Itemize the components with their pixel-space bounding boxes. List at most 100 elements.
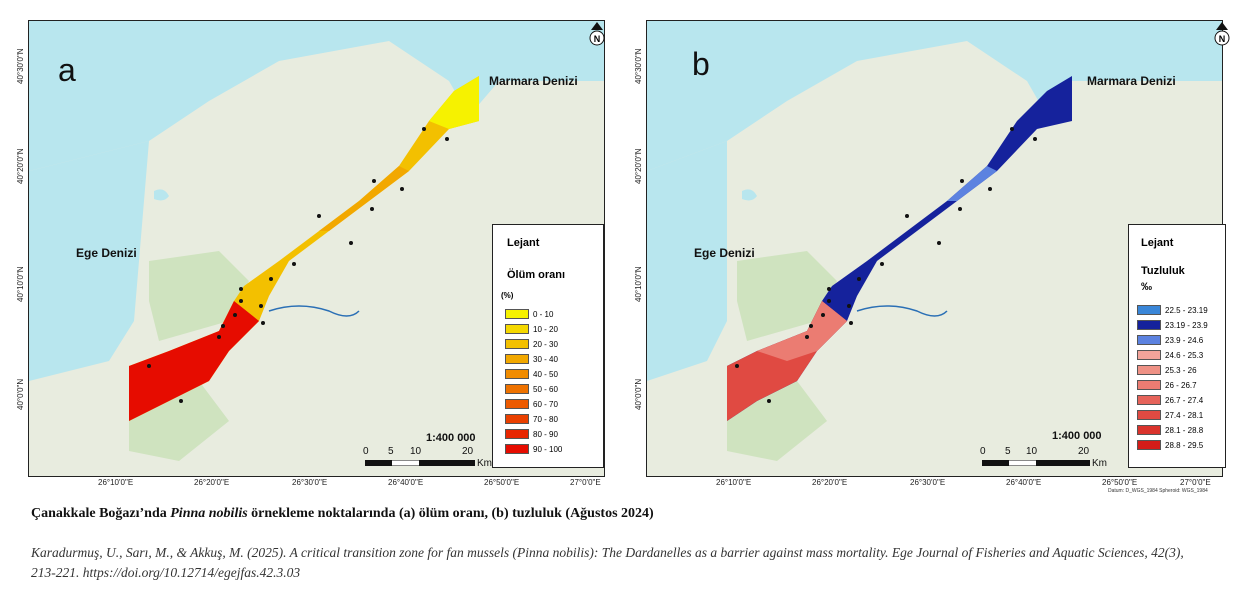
map-b-svg [647, 21, 1222, 461]
map-panel-a: a Marmara Denizi Ege Denizi N Lejant Ölü… [14, 14, 605, 492]
legend-item: 23.9 - 24.6 [1137, 335, 1203, 345]
sea-label-marmara-b: Marmara Denizi [1087, 74, 1176, 88]
caption-post: örnekleme noktalarında (a) ölüm oranı, (… [247, 506, 654, 521]
lon-label-3-b: 26°30'0"E [910, 478, 946, 487]
legend-swatch [1137, 410, 1161, 420]
scale-ratio-a: 1:400 000 [426, 432, 476, 444]
legend-b: Lejant Tuzluluk ‰ 22.5 - 23.19 23.19 - 23… [1128, 224, 1226, 468]
legend-swatch [1137, 395, 1161, 405]
lat-label-1-a: 40°30'0"N [16, 48, 25, 84]
lon-label-1-b: 26°10'0"E [716, 478, 752, 487]
legend-swatch [505, 414, 529, 424]
scale-tick-20-a: 20 [462, 446, 474, 457]
legend-swatch [505, 369, 529, 379]
scale-tick-10-b: 10 [1026, 446, 1038, 457]
saricay-river [856, 305, 948, 317]
scale-unit-a: Km [477, 458, 492, 469]
lon-label-5-b: 26°50'0"E [1102, 478, 1138, 487]
legend-swatch [505, 429, 529, 439]
legend-label: 60 - 70 [533, 399, 558, 409]
figure-caption: Çanakkale Boğazı’nda Pinna nobilis örnek… [31, 506, 654, 522]
strait-b-light [947, 166, 997, 201]
legend-swatch [505, 309, 529, 319]
legend-swatch [1137, 380, 1161, 390]
legend-swatch [505, 444, 529, 454]
scale-tick-5-a: 5 [388, 446, 394, 457]
legend-title-a: Lejant [507, 237, 540, 249]
legend-label: 26 - 26.7 [1165, 380, 1197, 390]
legend-item: 50 - 60 [505, 384, 558, 394]
legend-label: 30 - 40 [533, 354, 558, 364]
legend-swatch [1137, 335, 1161, 345]
legend-subtitle-b: Tuzluluk [1141, 265, 1185, 277]
caption-species: Pinna nobilis [170, 506, 248, 521]
legend-item: 70 - 80 [505, 414, 558, 424]
legend-swatch [505, 384, 529, 394]
lon-label-2-b: 26°20'0"E [812, 478, 848, 487]
lat-label-4-a: 40°0'0"N [16, 378, 25, 410]
legend-swatch [505, 354, 529, 364]
legend-item: 90 - 100 [505, 444, 562, 454]
map-a-svg [29, 21, 604, 461]
legend-swatch [505, 399, 529, 409]
legend-item: 22.5 - 23.19 [1137, 305, 1208, 315]
legend-label: 20 - 30 [533, 339, 558, 349]
legend-a: Lejant Ölüm oranı (%) 0 - 10 10 - 20 20 - … [492, 224, 604, 468]
scale-tick-5-b: 5 [1005, 446, 1011, 457]
legend-swatch [1137, 305, 1161, 315]
legend-label: 22.5 - 23.19 [1165, 305, 1208, 315]
north-arrow-icon: N [1214, 22, 1230, 46]
sea-label-marmara-a: Marmara Denizi [489, 74, 578, 88]
legend-item: 28.1 - 28.8 [1137, 425, 1203, 435]
aegean-sea [647, 141, 727, 381]
scale-ratio-b: 1:400 000 [1052, 430, 1102, 442]
sea-label-ege-b: Ege Denizi [694, 246, 755, 260]
legend-label: 27.4 - 28.1 [1165, 410, 1204, 420]
lon-label-3-a: 26°30'0"E [292, 478, 328, 487]
legend-item: 30 - 40 [505, 354, 558, 364]
legend-swatch [1137, 350, 1161, 360]
legend-label: 23.9 - 24.6 [1165, 335, 1204, 345]
legend-item: 0 - 10 [505, 309, 553, 319]
caption-pre: Çanakkale Boğazı’nda [31, 506, 171, 521]
lat-label-3-a: 40°10'0"N [16, 266, 25, 302]
legend-swatch [1137, 425, 1161, 435]
tuz-golu [154, 189, 169, 201]
lat-label-4-b: 40°0'0"N [634, 378, 643, 410]
north-arrow-icon: N [589, 22, 605, 46]
legend-label: 26.7 - 27.4 [1165, 395, 1204, 405]
scale-tick-0-a: 0 [363, 446, 369, 457]
map-panel-b: b Marmara Denizi Ege Denizi N Lejant Tuz… [632, 14, 1230, 494]
legend-item: 26 - 26.7 [1137, 380, 1197, 390]
panel-letter-a: a [58, 52, 76, 88]
citation: Karadurmuş, U., Sarı, M., & Akkuş, M. (2… [31, 545, 1184, 580]
scale-tick-10-a: 10 [410, 446, 422, 457]
sea-label-ege-a: Ege Denizi [76, 246, 137, 260]
lon-label-2-a: 26°20'0"E [194, 478, 230, 487]
tuz-golu [742, 189, 757, 201]
aegean-sea [29, 141, 149, 381]
scale-unit-b: Km [1092, 458, 1107, 469]
datum-note: Datum: D_WGS_1984 Spheroid: WGS_1984 [1108, 488, 1208, 494]
legend-label: 28.8 - 29.5 [1165, 440, 1204, 450]
legend-item: 28.8 - 29.5 [1137, 440, 1203, 450]
legend-label: 90 - 100 [533, 444, 563, 454]
legend-item: 25.3 - 26 [1137, 365, 1197, 375]
panel-letter-b: b [692, 46, 710, 82]
legend-unit-a: (%) [501, 291, 514, 300]
legend-item: 10 - 20 [505, 324, 558, 334]
legend-subtitle-a: Ölüm oranı [507, 269, 566, 281]
legend-item: 20 - 30 [505, 339, 558, 349]
map-frame-b [646, 20, 1223, 477]
lat-label-3-b: 40°10'0"N [634, 266, 643, 302]
marmara-sea [29, 21, 604, 171]
lon-label-1-a: 26°10'0"E [98, 478, 134, 487]
scale-bar-a [365, 460, 475, 466]
lon-label-6-a: 27°0'0"E [570, 478, 601, 487]
lat-label-2-b: 40°20'0"N [634, 148, 643, 184]
saricay-river [268, 305, 360, 317]
legend-item: 23.19 - 23.9 [1137, 320, 1208, 330]
marmara-sea [647, 21, 1222, 171]
legend-title-b: Lejant [1141, 237, 1174, 249]
legend-label: 23.19 - 23.9 [1165, 320, 1208, 330]
